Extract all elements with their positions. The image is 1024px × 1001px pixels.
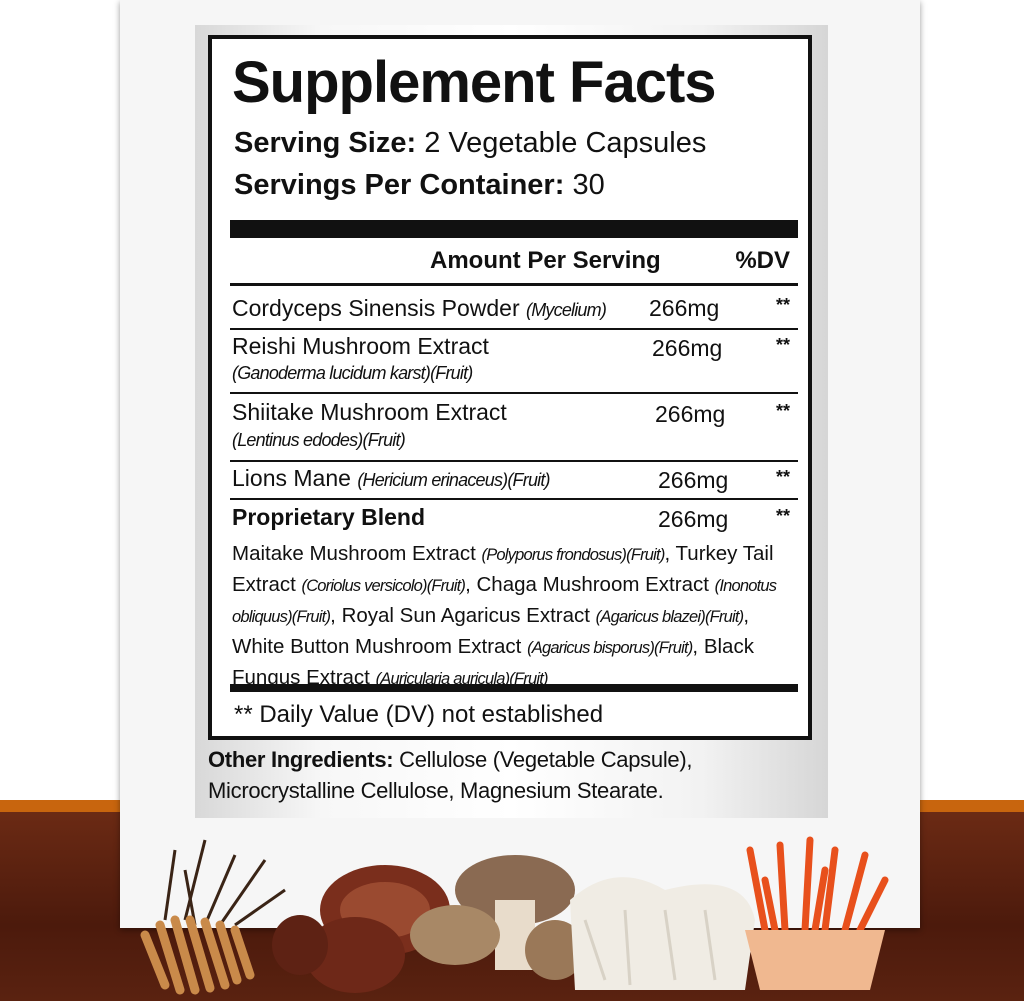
divider bbox=[230, 460, 798, 462]
other-ingredients-label: Other Ingredients: bbox=[208, 747, 394, 772]
ingredient-row: Proprietary Blend bbox=[232, 504, 425, 530]
servings-label: Servings Per Container: bbox=[234, 169, 565, 201]
divider bbox=[230, 283, 798, 286]
ingredient-amount: 266mg bbox=[649, 295, 720, 321]
lions-mane-image bbox=[570, 877, 755, 990]
supplement-facts-box: Supplement Facts Serving Size: 2 Vegetab… bbox=[208, 35, 812, 740]
blend-list: Maitake Mushroom Extract (Polyporus fron… bbox=[232, 542, 777, 689]
cordyceps-dried-image bbox=[140, 839, 286, 995]
ingredient-dv: ** bbox=[775, 467, 790, 487]
serving-size: Serving Size: 2 Vegetable Capsules bbox=[234, 127, 706, 160]
serving-size-label: Serving Size: bbox=[234, 127, 417, 159]
divider bbox=[230, 498, 798, 500]
ingredient-amount: 266mg bbox=[658, 506, 729, 532]
ingredient-amount: 266mg bbox=[655, 401, 726, 427]
ingredient-row: Cordyceps Sinensis Powder (Mycelium) bbox=[232, 295, 607, 321]
ingredient-row: Lions Mane (Hericium erinaceus)(Fruit) bbox=[232, 465, 551, 491]
other-ingredients-text: Cellulose (Vegetable Capsule), bbox=[399, 747, 693, 772]
servings-per-container: Servings Per Container: 30 bbox=[234, 169, 605, 202]
serving-size-value: 2 Vegetable Capsules bbox=[424, 127, 707, 159]
ingredient-latin: (Ganoderma lucidum karst)(Fruit) bbox=[232, 363, 473, 383]
ingredient-row: Reishi Mushroom Extract bbox=[232, 333, 489, 359]
mushrooms-illustration bbox=[140, 836, 889, 995]
other-ingredients-text: Microcrystalline Cellulose, Magnesium St… bbox=[208, 778, 664, 803]
title: Supplement Facts bbox=[232, 50, 717, 115]
thick-divider bbox=[230, 220, 798, 238]
ingredient-dv: ** bbox=[775, 401, 790, 421]
divider bbox=[230, 392, 798, 394]
other-ingredients: Other Ingredients: Cellulose (Vegetable … bbox=[208, 744, 692, 806]
ingredient-dv: ** bbox=[775, 506, 790, 526]
footnote: ** Daily Value (DV) not established bbox=[234, 701, 604, 728]
servings-value: 30 bbox=[572, 169, 605, 201]
thick-divider bbox=[230, 684, 798, 692]
cordyceps-militaris-image bbox=[745, 836, 889, 990]
ingredient-dv: ** bbox=[775, 335, 790, 355]
ingredient-row: Shiitake Mushroom Extract bbox=[232, 399, 507, 425]
dv-header: %DV bbox=[735, 247, 790, 274]
ingredient-latin: (Lentinus edodes)(Fruit) bbox=[232, 430, 406, 450]
ingredient-amount: 266mg bbox=[658, 467, 729, 493]
shiitake-image bbox=[410, 855, 585, 980]
ingredient-dv: ** bbox=[775, 295, 790, 315]
amount-header: Amount Per Serving bbox=[430, 247, 661, 274]
ingredient-amount: 266mg bbox=[652, 335, 723, 361]
divider bbox=[230, 328, 798, 330]
